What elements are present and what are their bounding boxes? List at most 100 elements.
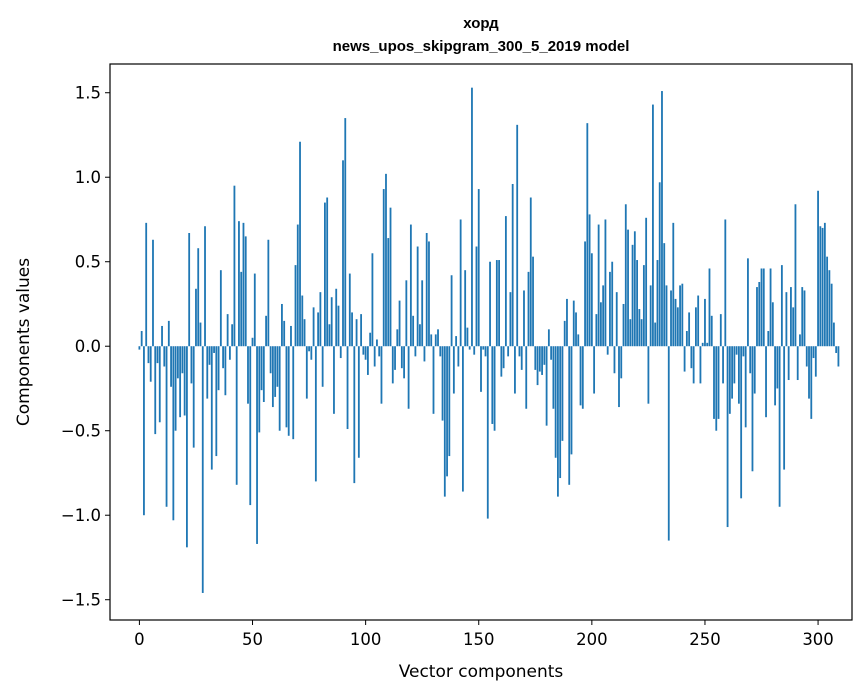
bar-209	[611, 261, 614, 347]
bar-101	[366, 346, 369, 375]
bar-178	[541, 346, 543, 375]
bar-8	[156, 346, 159, 364]
bar-248	[699, 346, 702, 384]
bar-43	[235, 346, 238, 485]
bar-19	[181, 346, 184, 374]
bar-58	[269, 346, 272, 374]
bar-54	[260, 346, 263, 391]
bar-16	[174, 346, 177, 431]
bar-56	[265, 315, 267, 347]
bar-23	[190, 346, 193, 384]
plot-frame	[109, 63, 853, 621]
bar-226	[649, 285, 652, 347]
bar-216	[627, 229, 629, 347]
bar-276	[762, 268, 765, 347]
bar-292	[799, 334, 801, 347]
bar-198	[586, 123, 589, 347]
bar-87	[335, 288, 338, 347]
bar-250	[704, 298, 706, 347]
bar-284	[780, 265, 783, 347]
bar-287	[787, 346, 790, 381]
bar-81	[321, 346, 324, 387]
bar-11	[163, 346, 166, 367]
bar-125	[421, 280, 424, 347]
bar-33	[213, 346, 215, 353]
bar-6	[152, 239, 154, 347]
bar-3	[145, 222, 148, 347]
bar-115	[398, 300, 401, 347]
bar-46	[242, 222, 245, 347]
bar-258	[722, 346, 724, 384]
bar-121	[412, 315, 415, 347]
bar-188	[563, 320, 566, 347]
bar-99	[362, 346, 365, 355]
bar-272	[753, 346, 756, 394]
bar-38	[224, 346, 227, 396]
bar-92	[346, 346, 349, 430]
bar-61	[276, 346, 279, 387]
bar-222	[640, 319, 643, 347]
bar-277	[765, 346, 767, 418]
bar-298	[812, 346, 815, 359]
bar-55	[262, 346, 265, 402]
bar-147	[471, 87, 473, 347]
bar-138	[450, 275, 453, 347]
bar-30	[206, 346, 209, 399]
x-tick-label: 200	[576, 630, 608, 649]
bar-235	[670, 290, 672, 347]
bar-247	[697, 295, 700, 347]
y-tick-label: −1.0	[61, 506, 101, 525]
x-tick-label: 50	[242, 630, 263, 649]
bar-217	[629, 319, 632, 347]
bar-25	[195, 288, 197, 347]
bar-45	[240, 271, 243, 347]
x-axis-label: Vector components	[399, 662, 564, 682]
bar-71	[299, 141, 301, 347]
bar-76	[310, 346, 313, 360]
bar-59	[271, 346, 274, 408]
bar-262	[731, 346, 734, 399]
bar-301	[819, 226, 822, 347]
bar-237	[674, 298, 677, 347]
bar-227	[652, 104, 654, 347]
bar-83	[326, 197, 329, 347]
bar-168	[518, 346, 521, 357]
bar-154	[486, 346, 489, 519]
bar-15	[172, 346, 175, 521]
bar-100	[364, 346, 367, 360]
bar-182	[550, 346, 553, 360]
bar-215	[624, 204, 627, 347]
bar-212	[618, 346, 620, 408]
bar-93	[348, 273, 351, 347]
bar-105	[376, 339, 378, 347]
bar-60	[274, 346, 277, 397]
bar-253	[710, 315, 713, 347]
bar-207	[606, 346, 609, 355]
bar-117	[403, 346, 405, 379]
bar-75	[308, 346, 310, 352]
y-tick-label: 1.0	[75, 168, 101, 187]
y-axis: −1.5 −1.0 −0.5 0.0 0.5 1.0 1.5	[61, 84, 110, 610]
bar-123	[416, 246, 419, 347]
bar-63	[281, 303, 283, 347]
bar-89	[339, 346, 342, 359]
bar-53	[258, 346, 261, 433]
bar-199	[588, 214, 591, 347]
y-tick-label: −0.5	[61, 422, 101, 441]
bar-118	[405, 280, 408, 347]
bar-131	[434, 334, 437, 347]
bar-86	[333, 346, 335, 414]
bar-91	[344, 118, 347, 347]
bar-96	[355, 319, 358, 347]
bar-32	[210, 346, 213, 470]
bar-1	[140, 331, 143, 347]
bar-159	[498, 260, 500, 347]
bar-268	[744, 346, 747, 428]
bar-285	[783, 346, 786, 470]
bar-62	[278, 346, 281, 431]
chart-title-line2: news_upos_skipgram_300_5_2019 model	[333, 38, 630, 55]
bar-44	[238, 221, 240, 347]
bar-202	[595, 314, 598, 347]
bar-94	[351, 312, 353, 347]
